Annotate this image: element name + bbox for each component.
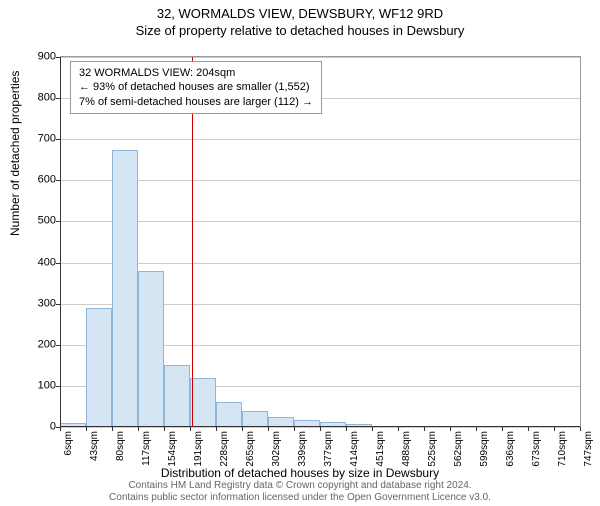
x-axis-label: Distribution of detached houses by size … xyxy=(0,466,600,480)
chart-plot-area: 01002003004005006007008009006sqm43sqm80s… xyxy=(60,56,580,426)
histogram-bar xyxy=(216,402,242,427)
histogram-bar xyxy=(138,271,164,427)
y-tick-label: 0 xyxy=(26,422,56,433)
y-tick-label: 600 xyxy=(26,175,56,186)
y-tick-label: 400 xyxy=(26,257,56,268)
footer-line1: Contains HM Land Registry data © Crown c… xyxy=(0,480,600,492)
y-tick-label: 200 xyxy=(26,339,56,350)
info-line: ← 93% of detached houses are smaller (1,… xyxy=(79,80,313,94)
y-axis-label: Number of detached properties xyxy=(8,71,22,236)
chart-footer: Contains HM Land Registry data © Crown c… xyxy=(0,480,600,504)
y-tick-label: 800 xyxy=(26,93,56,104)
histogram-bar xyxy=(190,378,216,427)
y-tick-label: 900 xyxy=(26,52,56,63)
footer-line2: Contains public sector information licen… xyxy=(0,492,600,504)
histogram-bar xyxy=(242,411,268,427)
histogram-bar xyxy=(86,308,112,427)
chart-title-sub: Size of property relative to detached ho… xyxy=(0,23,600,38)
chart-title-main: 32, WORMALDS VIEW, DEWSBURY, WF12 9RD xyxy=(0,6,600,21)
y-tick-label: 100 xyxy=(26,380,56,391)
y-tick-label: 300 xyxy=(26,298,56,309)
info-line: 32 WORMALDS VIEW: 204sqm xyxy=(79,66,313,80)
y-tick-label: 500 xyxy=(26,216,56,227)
histogram-bar xyxy=(112,150,138,428)
histogram-bar xyxy=(164,365,190,427)
y-tick-label: 700 xyxy=(26,134,56,145)
property-info-box: 32 WORMALDS VIEW: 204sqm← 93% of detache… xyxy=(70,61,322,114)
info-line: 7% of semi-detached houses are larger (1… xyxy=(79,95,313,109)
